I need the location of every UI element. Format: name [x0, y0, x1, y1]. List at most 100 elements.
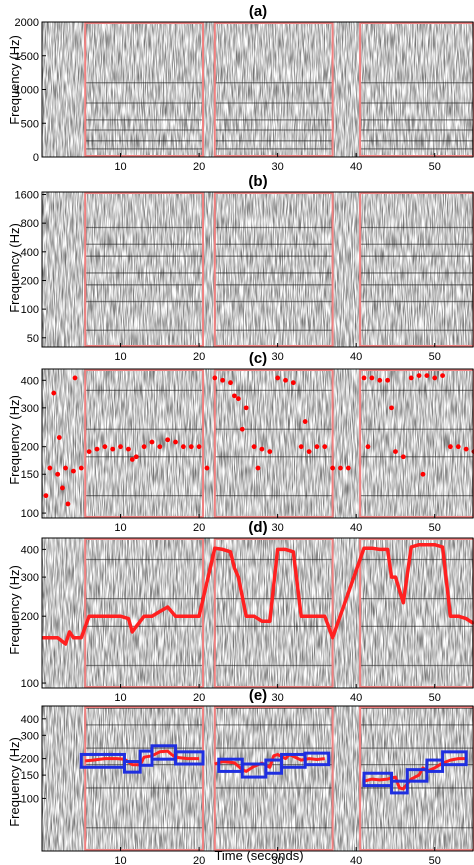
region-box [359, 706, 474, 851]
pitch-point [204, 465, 210, 471]
region-box [84, 22, 205, 157]
note-box [390, 779, 409, 795]
pitch-point [43, 493, 49, 499]
region-box [84, 538, 205, 688]
pitch-point [455, 444, 461, 450]
pitch-point [369, 375, 375, 381]
pitch-point [385, 377, 390, 383]
y-axis-label: Frequency (Hz) [7, 737, 22, 827]
pitch-point [400, 454, 406, 460]
note-box [122, 760, 142, 774]
pitch-point [255, 465, 261, 471]
axes-frame [41, 537, 474, 689]
pitch-point [118, 444, 123, 450]
y-tick-label: 0 [33, 152, 39, 164]
y-tick-label: 150 [21, 770, 39, 782]
pitch-point [365, 444, 371, 450]
x-tick-label: 20 [193, 855, 205, 865]
y-tick-label: 500 [21, 118, 39, 130]
pitch-point [56, 435, 62, 440]
pitch-point [440, 373, 445, 379]
pitch-point [63, 465, 68, 471]
y-tick-label: 300 [21, 403, 39, 415]
y-axis-label: Frequency (Hz) [7, 565, 22, 655]
pitch-point [389, 405, 394, 411]
pitch-point [196, 444, 202, 450]
y-tick-label: 1600 [15, 190, 39, 202]
axes-frame [41, 191, 474, 348]
pitch-point [239, 426, 245, 432]
x-tick-label: 10 [114, 161, 126, 173]
y-tick-label: 100 [21, 678, 39, 690]
pitch-point [306, 449, 312, 454]
y-tick-label: 2000 [15, 17, 39, 29]
x-tick-label: 50 [429, 692, 441, 704]
x-tick-label: 30 [272, 692, 284, 704]
pitch-point [322, 444, 328, 450]
region-box [213, 538, 334, 688]
x-tick-label: 50 [429, 855, 441, 865]
x-tick-label: 40 [350, 161, 362, 173]
y-axis-label: Frequency (Hz) [7, 395, 22, 485]
x-axis-label: Time (seconds) [214, 848, 303, 863]
x-tick-label: 40 [350, 522, 362, 534]
y-tick-label: 50 [27, 333, 39, 345]
spectrogram [42, 538, 474, 688]
pitch-point [361, 375, 367, 381]
x-tick-label: 30 [272, 351, 284, 363]
pitch-point [129, 457, 135, 462]
pitch-point [424, 373, 430, 379]
pitch-point [432, 375, 438, 381]
y-tick-label: 400 [21, 714, 39, 726]
y-axis-label: Frequency (Hz) [7, 223, 22, 313]
x-tick-label: 10 [114, 351, 126, 363]
pitch-point [188, 444, 194, 450]
pitch-point [55, 471, 61, 477]
pitch-point [416, 373, 422, 379]
spectrogram [42, 192, 474, 347]
y-tick-label: 100 [21, 304, 39, 316]
x-tick-label: 20 [193, 692, 205, 704]
pitch-point [338, 465, 343, 471]
region-box [359, 538, 474, 688]
x-tick-label: 50 [429, 522, 441, 534]
x-tick-label: 50 [429, 351, 441, 363]
axes-frame [41, 705, 474, 852]
panel-title: (a) [249, 3, 267, 20]
x-tick-label: 20 [193, 522, 205, 534]
y-tick-label: 300 [21, 730, 39, 742]
y-tick-label: 1500 [15, 51, 39, 63]
region-box [359, 22, 474, 157]
pitch-point [110, 446, 116, 452]
pitch-point [448, 444, 453, 450]
y-tick-label: 400 [21, 375, 39, 387]
panel-title: (c) [249, 350, 267, 367]
pitch-point [251, 444, 257, 450]
x-tick-label: 20 [193, 351, 205, 363]
x-tick-label: 30 [272, 855, 284, 865]
pitch-point [72, 375, 78, 381]
pitch-point [149, 439, 155, 445]
pitch-point [212, 375, 218, 381]
pitch-point [133, 454, 139, 460]
pitch-point [51, 390, 57, 396]
region-box [84, 706, 205, 851]
pitch-point [330, 465, 336, 471]
pitch-point [228, 380, 233, 386]
y-tick-label: 200 [21, 611, 39, 623]
pitch-point [180, 444, 186, 450]
chart-panel-d: 10 20 30 40 50 100 200 300 400 (d) [21, 519, 474, 704]
pitch-contour [363, 757, 467, 791]
pitch-point [302, 419, 308, 424]
pitch-point [65, 501, 71, 507]
panel-title: (b) [248, 173, 267, 190]
pitch-point [267, 449, 273, 454]
pitch-point [141, 444, 147, 450]
pitch-point [345, 465, 351, 471]
x-tick-label: 40 [350, 855, 362, 865]
y-tick-label: 200 [21, 275, 39, 287]
chart-panel-b: 10 20 30 40 50 50 100 200 400 800 1600 (b) [15, 173, 474, 363]
note-box [441, 750, 468, 767]
